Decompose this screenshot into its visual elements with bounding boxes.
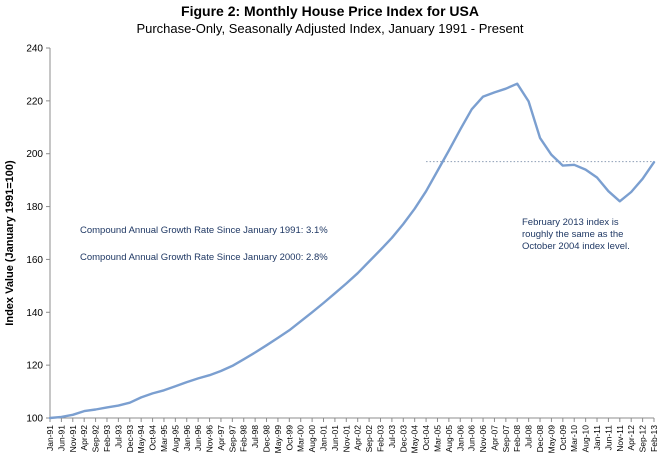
x-tick-label: Jul-08 [524,425,534,448]
cagr-1991-annotation: Compound Annual Growth Rate Since Januar… [80,225,328,236]
x-tick-label: Jun-11 [603,425,613,451]
x-tick-label: Apr-12 [626,425,636,451]
x-tick-label: Nov-96 [205,425,215,453]
chart-subtitle: Purchase-Only, Seasonally Adjusted Index… [136,21,524,36]
x-tick-label: Feb-13 [649,425,659,452]
x-tick-label: Oct-09 [558,425,568,451]
x-tick-label: Jan-01 [319,425,329,451]
x-tick-label: Jun-91 [56,425,66,451]
x-tick-label: Sep-97 [227,425,237,453]
feb2013-note-line1: February 2013 index is [522,217,619,228]
x-tick-label: Jul-98 [250,425,260,448]
x-tick-label: Apr-92 [79,425,89,451]
cagr-2000-annotation: Compound Annual Growth Rate Since Januar… [80,252,328,263]
x-tick-label: Nov-06 [478,425,488,453]
x-tick-label: Jun-96 [193,425,203,451]
x-tick-label: Oct-99 [284,425,294,451]
x-tick-label: Feb-98 [239,425,249,452]
x-tick-label: Oct-94 [148,425,158,451]
y-tick-label: 220 [26,96,43,107]
x-tick-label: Apr-02 [353,425,363,451]
x-tick-label: Jun-01 [330,425,340,451]
x-tick-label: Aug-10 [581,425,591,453]
x-tick-label: Jul-93 [113,425,123,448]
y-tick-label: 100 [26,414,43,425]
y-axis-ticks: 100 120 140 160 180 200 220 240 [26,44,50,425]
hpi-series-line [48,82,656,420]
x-tick-label: Sep-92 [91,425,101,453]
x-tick-label: Sep-02 [364,425,374,453]
x-tick-label: Sep-07 [501,425,511,453]
x-tick-label: Nov-01 [341,425,351,453]
x-tick-label: Jan-11 [592,425,602,451]
x-tick-label: Mar-05 [432,425,442,452]
x-tick-label: Dec-08 [535,425,545,453]
x-tick-label: Aug-00 [307,425,317,453]
y-tick-label: 240 [26,44,43,55]
x-tick-label: Mar-95 [159,425,169,452]
x-tick-label: Feb-03 [375,425,385,452]
x-tick-label: Dec-93 [125,425,135,453]
x-tick-label: Apr-97 [216,425,226,451]
x-tick-label: Jun-06 [467,425,477,451]
x-tick-label: May-04 [410,425,420,454]
x-tick-label: Jan-06 [455,425,465,451]
y-tick-label: 200 [26,149,43,160]
y-tick-label: 120 [26,361,43,372]
x-axis-ticks: Jan-91 Jun-91 Nov-91 Apr-92 Sep-92 Feb-93 Jul-… [45,418,659,453]
x-tick-label: Feb-08 [512,425,522,452]
x-tick-label: Jan-96 [182,425,192,451]
x-tick-label: Feb-93 [102,425,112,452]
axes [49,48,654,419]
x-tick-label: Aug-95 [170,425,180,453]
y-axis-label: Index Value (January 1991=100) [4,160,16,326]
x-tick-label: Mar-00 [296,425,306,452]
x-tick-label: Jan-91 [45,425,55,451]
x-tick-label: Dec-98 [262,425,272,453]
x-tick-label: Oct-04 [421,425,431,451]
x-tick-label: Mar-10 [569,425,579,452]
x-tick-label: Apr-07 [489,425,499,451]
x-tick-label: Dec-03 [398,425,408,453]
x-tick-label: May-99 [273,425,283,454]
x-tick-label: May-94 [136,425,146,454]
y-tick-label: 180 [26,202,43,213]
y-tick-label: 160 [26,255,43,266]
x-tick-label: May-09 [546,425,556,454]
y-tick-label: 140 [26,308,43,319]
x-tick-label: Nov-91 [68,425,78,453]
x-tick-label: Jul-03 [387,425,397,448]
x-tick-label: Nov-11 [615,425,625,452]
annotations: Compound Annual Growth Rate Since Januar… [80,217,630,263]
feb2013-note-line2: roughly the same as the [522,229,623,240]
chart-title: Figure 2: Monthly House Price Index for … [181,3,479,19]
feb2013-note-line3: October 2004 index level. [522,241,630,252]
x-tick-label: Sep-12 [638,425,648,453]
x-tick-label: Aug-05 [444,425,454,453]
